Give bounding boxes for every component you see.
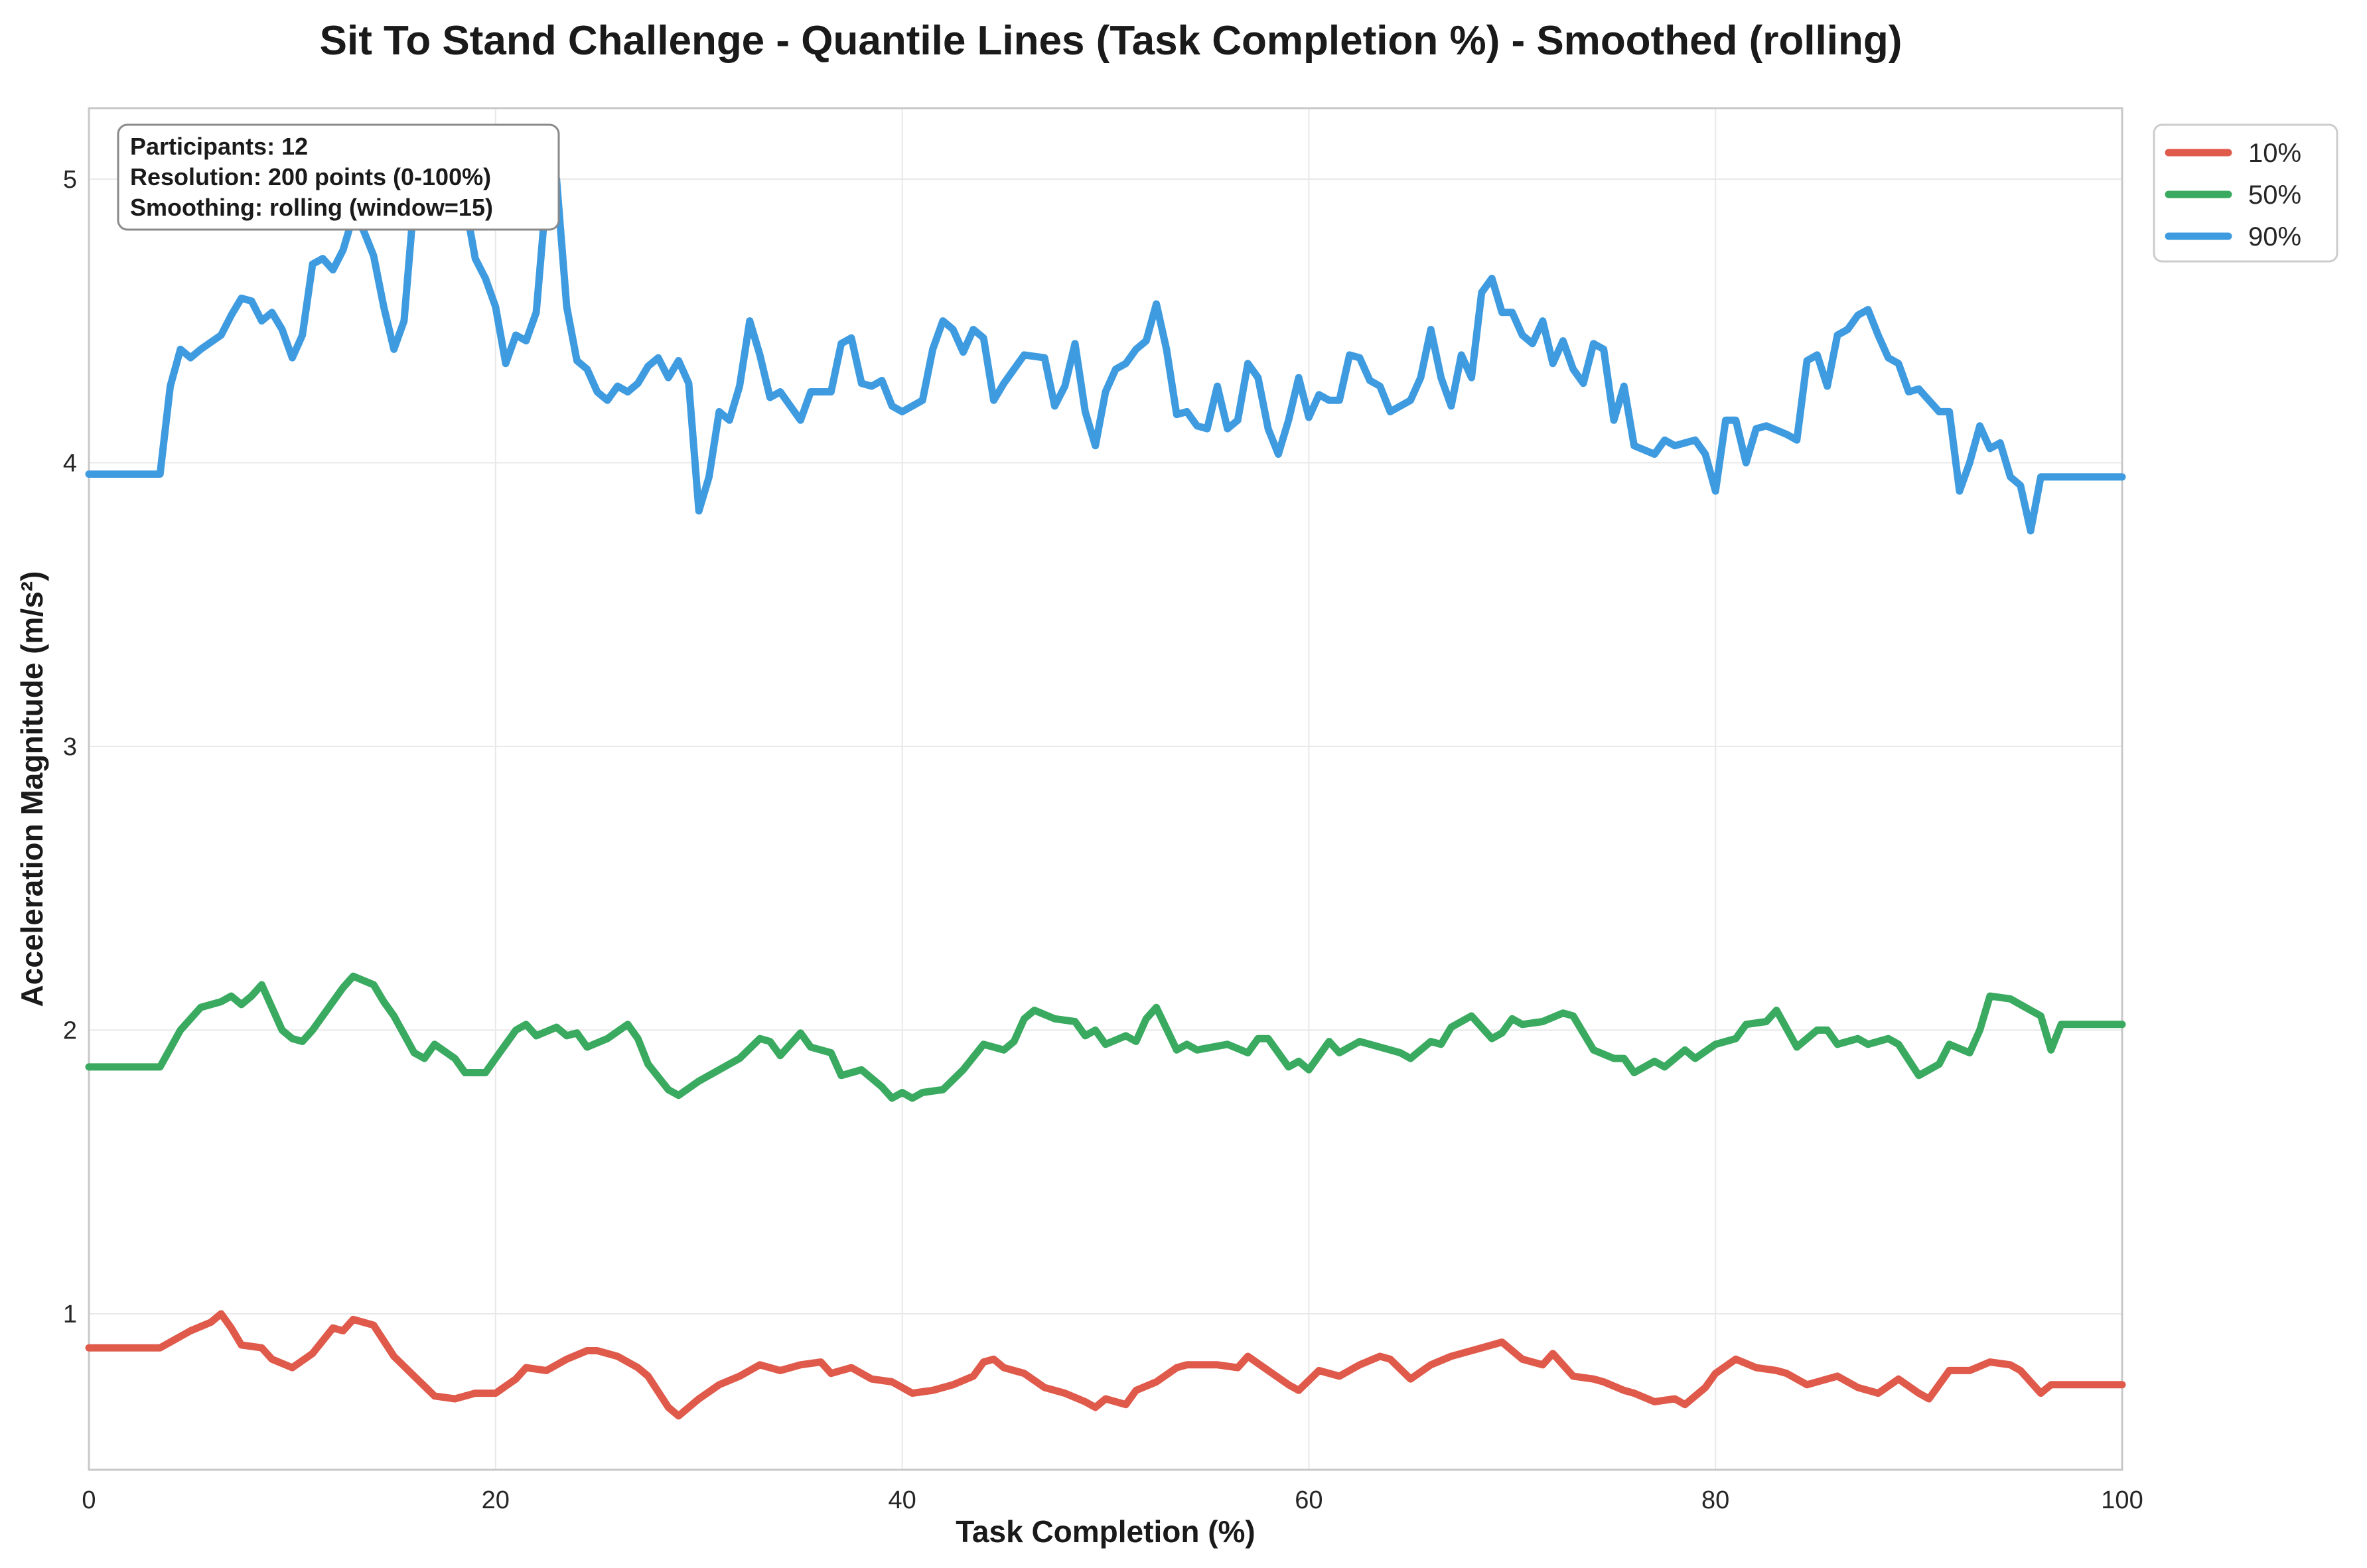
series-line-90pct [85,147,2126,535]
series-line-50pct [85,972,2126,1102]
y-axis-ticks: 1 2 3 4 5 [63,166,77,1328]
info-participants: Participants: 12 [130,133,308,160]
legend-label-50pct: 50% [2248,180,2301,210]
y-tick-label: 2 [63,1017,77,1044]
legend-entries: 10% 50% 90% [2165,139,2301,251]
x-axis-ticks: 0 20 40 60 80 100 [82,1486,2143,1514]
info-box-frame [117,123,560,231]
x-tick-label: 40 [888,1486,916,1514]
y-tick-label: 5 [63,166,77,194]
y-tick-label: 3 [63,733,77,761]
x-tick-label: 0 [82,1486,96,1514]
x-axis-label: Task Completion (%) [956,1514,1255,1549]
y-tick-label: 1 [63,1301,77,1328]
legend: 10% 50% 90% [2153,123,2338,263]
x-tick-label: 80 [1701,1486,1729,1514]
y-tick-label: 4 [63,449,77,477]
info-smoothing: Smoothing: rolling (window=15) [130,194,493,221]
legend-label-90pct: 90% [2248,222,2301,251]
plot-area [88,107,2123,1471]
x-tick-label: 60 [1295,1486,1323,1514]
info-resolution: Resolution: 200 points (0-100%) [130,163,491,190]
info-box: Participants: 12 Resolution: 200 points … [117,123,560,231]
series-line-10pct [85,1310,2126,1420]
x-tick-label: 20 [482,1486,510,1514]
series-lines [85,147,2126,1420]
chart-title: Sit To Stand Challenge - Quantile Lines … [320,18,1902,64]
legend-label-10pct: 10% [2248,139,2301,168]
y-axis-label: Acceleration Magnitude (m/s²) [15,571,49,1007]
x-tick-label: 100 [2101,1486,2143,1514]
legend-frame [2153,123,2338,263]
